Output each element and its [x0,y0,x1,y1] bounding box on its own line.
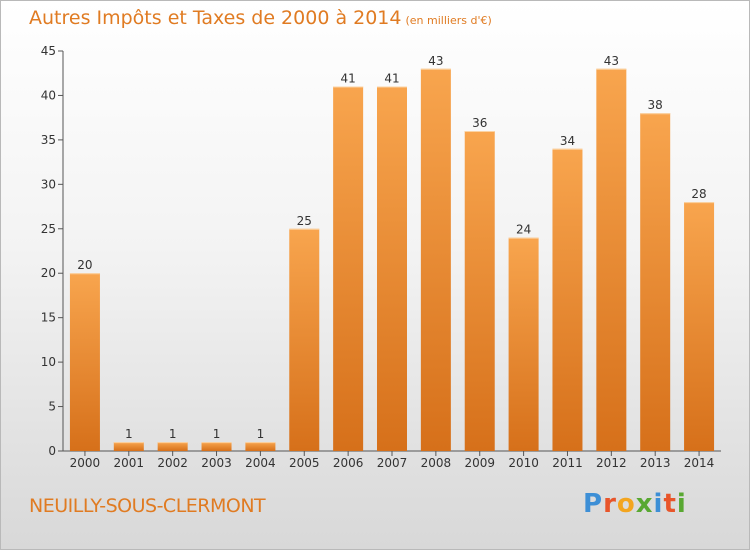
chart-title-text: Autres Impôts et Taxes de 2000 à 2014 [29,7,402,29]
data-label: 25 [297,214,312,228]
logo-letter: t [663,489,677,519]
y-tick-label: 25 [41,222,56,236]
logo-letter: i [676,489,687,519]
data-label: 38 [648,98,663,112]
bar-2013 [640,113,671,451]
bar-2006 [333,86,364,452]
chart-bars [69,68,715,452]
bar-2001 [113,442,144,451]
y-tick-label: 40 [41,88,56,102]
logo-letter: r [603,489,617,519]
x-tick-label: 2007 [377,456,408,470]
y-tick-label: 30 [41,177,56,191]
data-label: 1 [213,427,221,441]
logo-letter: o [616,489,636,519]
data-label: 41 [384,72,399,86]
x-tick-label: 2010 [508,456,539,470]
y-tick-label: 45 [41,44,56,58]
x-tick-label: 2011 [552,456,583,470]
data-label: 36 [472,116,487,130]
proxiti-logo: Proxiti [583,489,687,519]
data-label: 34 [560,134,575,148]
bar-2008 [420,68,451,452]
bar-2005 [289,228,320,451]
data-label: 1 [169,427,177,441]
x-tick-label: 2014 [684,456,715,470]
x-tick-label: 2004 [245,456,276,470]
x-tick-label: 2009 [464,456,495,470]
y-tick-label: 15 [41,311,56,325]
data-label: 24 [516,223,531,237]
logo-letter: x [635,489,654,519]
bar-2014 [684,202,715,451]
bar-2003 [201,442,232,451]
bar-2000 [69,273,100,451]
chart-title: Autres Impôts et Taxes de 2000 à 2014 (en… [29,7,492,29]
x-tick-label: 2000 [70,456,101,470]
data-label: 1 [125,427,133,441]
bar-2009 [464,131,495,451]
y-tick-label: 5 [48,400,56,414]
data-label: 43 [604,54,619,68]
y-tick-label: 35 [41,133,56,147]
bar-2010 [508,237,539,451]
bar-2007 [377,86,407,452]
x-tick-label: 2008 [421,456,452,470]
x-tick-label: 2003 [201,456,232,470]
bar-2002 [157,442,188,451]
commune-name: NEUILLY-SOUS-CLERMONT [29,495,266,517]
y-tick-label: 10 [41,355,56,369]
y-tick-label: 0 [48,444,56,458]
logo-letter: P [583,489,604,519]
chart-data-labels: 20 1 1 1 1 25 41 41 43 36 24 34 43 38 28 [77,54,706,441]
bar-2012 [596,68,627,452]
x-tick-label: 2013 [640,456,671,470]
data-label: 20 [77,258,92,272]
x-tick-label: 2005 [289,456,320,470]
x-tick-label: 2002 [157,456,188,470]
bar-2011 [552,148,583,451]
bar-2004 [245,442,276,451]
logo-letter: i [653,489,664,519]
y-tick-label: 20 [41,266,56,280]
chart-unit: (en milliers d'€) [405,14,492,27]
x-tick-label: 2006 [333,456,364,470]
x-tick-label: 2012 [596,456,627,470]
data-label: 43 [428,54,443,68]
x-tick-label: 2001 [114,456,145,470]
data-label: 1 [257,427,265,441]
data-label: 28 [691,187,706,201]
data-label: 41 [340,72,355,86]
